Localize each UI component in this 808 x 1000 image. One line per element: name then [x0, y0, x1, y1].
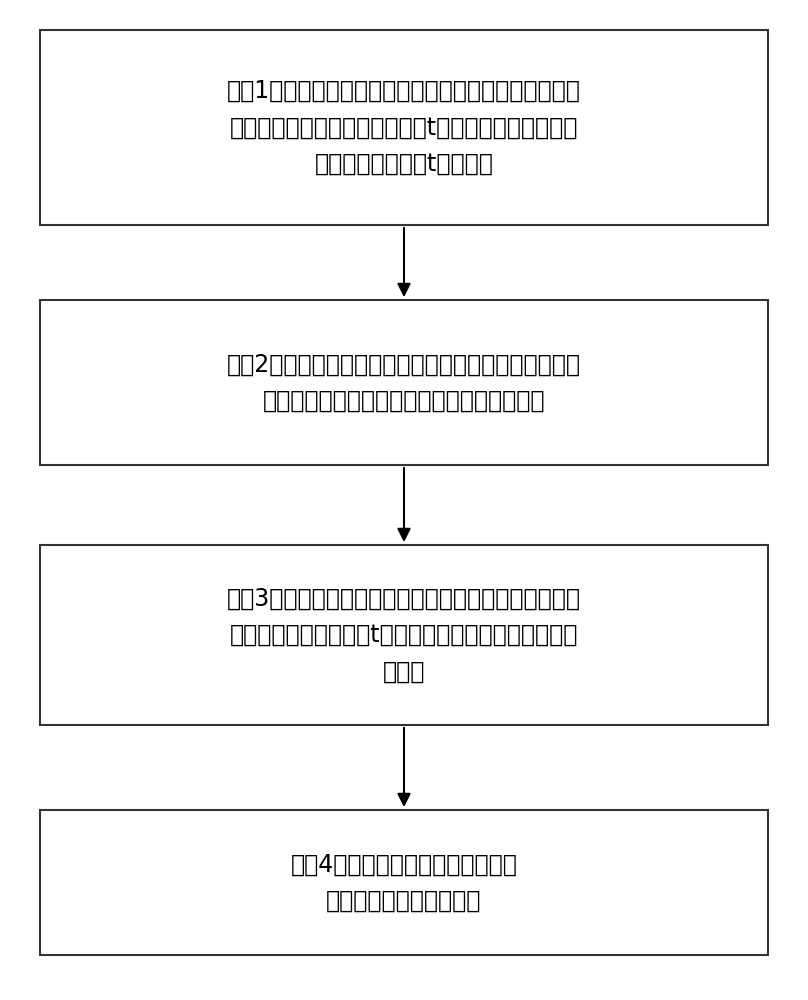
- Text: 步骤2，通过椭偏仪采集经待测样件反射的有限次光学周
期光束，获得待测样件的有限次光强谐波信号: 步骤2，通过椭偏仪采集经待测样件反射的有限次光学周 期光束，获得待测样件的有限次…: [227, 352, 581, 413]
- FancyBboxPatch shape: [40, 810, 768, 955]
- FancyBboxPatch shape: [40, 300, 768, 465]
- Text: 步骤3，根据所述待测样件的有限次光强谐波信号和椭偏
仪测量系统随机噪声的t分布模型，估算出待测样件的光
强真值: 步骤3，根据所述待测样件的有限次光强谐波信号和椭偏 仪测量系统随机噪声的t分布模…: [227, 587, 581, 683]
- FancyBboxPatch shape: [40, 545, 768, 725]
- FancyBboxPatch shape: [40, 30, 768, 225]
- Text: 步骤1，基于椭偏仪测量系统的随机噪声满足高斯分布的
特性，采用统计学和概率论中的t分布理论建立椭偏仪测
量系统随机噪声的t分布模型: 步骤1，基于椭偏仪测量系统的随机噪声满足高斯分布的 特性，采用统计学和概率论中的…: [227, 79, 581, 176]
- Text: 步骤4，根据所述待测样件的光强真
值，求解出待测样件参数: 步骤4，根据所述待测样件的光强真 值，求解出待测样件参数: [291, 852, 517, 913]
